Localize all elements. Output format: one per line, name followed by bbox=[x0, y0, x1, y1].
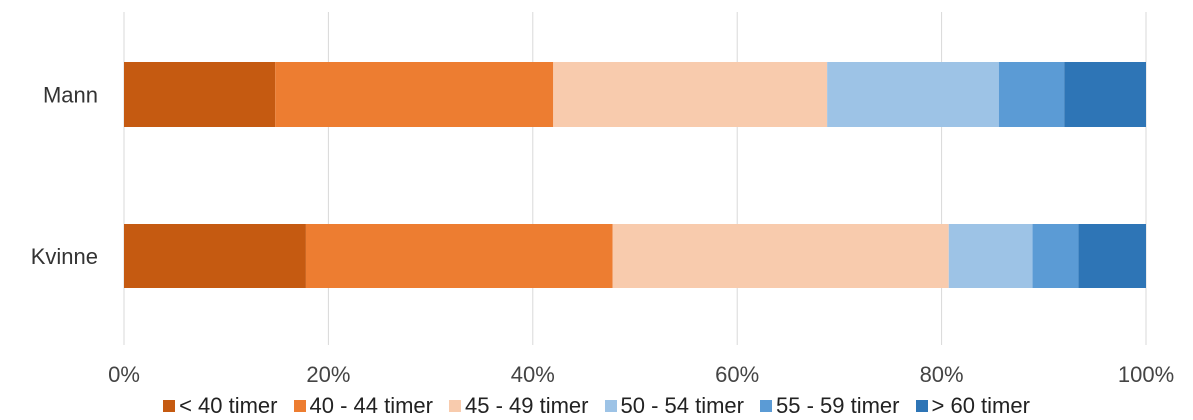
bar-segment bbox=[124, 224, 306, 288]
bar-segment bbox=[1078, 224, 1146, 288]
chart-legend: < 40 timer 40 - 44 timer 45 - 49 timer 50 -… bbox=[0, 392, 1193, 420]
legend-label: 50 - 54 timer bbox=[620, 393, 745, 418]
x-tick-label: 40% bbox=[511, 362, 555, 387]
legend-swatch bbox=[163, 400, 176, 412]
bar-segment bbox=[305, 224, 613, 288]
y-category-label: Kvinne bbox=[31, 244, 98, 269]
legend-item: 55 - 59 timer bbox=[760, 393, 900, 419]
legend-item: 40 - 44 timer bbox=[293, 393, 434, 419]
legend-swatch bbox=[760, 400, 772, 412]
bar-segment bbox=[998, 62, 1065, 127]
bar-segment bbox=[612, 224, 949, 288]
legend-label: 40 - 44 timer bbox=[309, 393, 434, 418]
legend-swatch bbox=[449, 400, 461, 412]
bar-segment bbox=[124, 62, 276, 127]
x-tick-label: 100% bbox=[1118, 362, 1174, 387]
legend-swatch bbox=[293, 400, 306, 412]
legend-item: 45 - 49 timer bbox=[449, 393, 589, 419]
legend-item: > 60 timer bbox=[915, 393, 1030, 419]
bar-segment bbox=[948, 224, 1033, 288]
bar-segment bbox=[827, 62, 999, 127]
x-tick-label: 80% bbox=[920, 362, 964, 387]
legend-label: > 60 timer bbox=[931, 393, 1030, 418]
x-tick-label: 20% bbox=[306, 362, 350, 387]
legend-label: < 40 timer bbox=[179, 393, 278, 418]
y-category-label: Mann bbox=[43, 83, 98, 108]
bar-segment bbox=[1064, 62, 1146, 127]
bar-segment bbox=[553, 62, 828, 127]
legend-swatch bbox=[604, 400, 617, 412]
bar-segment bbox=[1032, 224, 1079, 288]
legend-label: 45 - 49 timer bbox=[465, 393, 589, 418]
x-tick-label: 60% bbox=[715, 362, 759, 387]
legend-swatch bbox=[915, 400, 928, 412]
legend-item: 50 - 54 timer bbox=[604, 393, 745, 419]
legend-label: 55 - 59 timer bbox=[776, 393, 900, 418]
x-tick-label: 0% bbox=[108, 362, 140, 387]
bar-segment bbox=[275, 62, 554, 127]
legend-item: < 40 timer bbox=[163, 393, 278, 419]
